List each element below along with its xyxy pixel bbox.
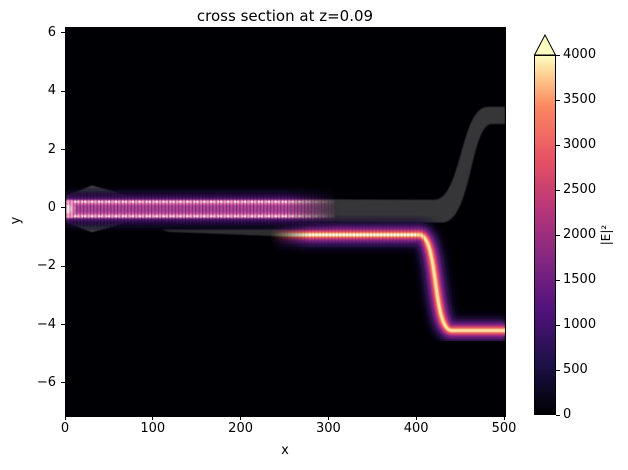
y-tick-mark xyxy=(61,90,65,92)
colorbar-tick-label: 0 xyxy=(563,407,572,422)
colorbar-tick-label: 2000 xyxy=(563,227,597,242)
lower-field-striations xyxy=(274,226,424,244)
x-tick-label: 0 xyxy=(60,421,70,436)
x-tick-mark xyxy=(64,416,66,420)
colorbar-tick-mark xyxy=(556,54,560,56)
x-tick-mark xyxy=(327,416,329,420)
x-tick-label: 200 xyxy=(228,421,253,436)
colorbar-tick-mark xyxy=(556,414,560,416)
colorbar-tick-mark xyxy=(556,189,560,191)
x-axis-label: x xyxy=(281,443,289,458)
lower-field-outer-glow xyxy=(271,219,505,346)
x-tick-mark xyxy=(503,416,505,420)
colorbar-label: |E|² xyxy=(599,224,613,246)
plot-area xyxy=(65,27,506,417)
x-tick-label: 300 xyxy=(315,421,341,436)
y-tick-mark xyxy=(61,382,65,384)
y-tick-label: −6 xyxy=(36,374,56,390)
colorbar-tick-label: 3000 xyxy=(563,137,597,152)
x-tick-label: 400 xyxy=(403,421,429,436)
y-tick-label: 6 xyxy=(47,24,56,40)
colorbar xyxy=(534,55,556,415)
y-tick-mark xyxy=(61,324,65,326)
colorbar-extend-arrow xyxy=(533,33,557,56)
colorbar-tick-mark xyxy=(556,369,560,371)
colorbar-tick-label: 4000 xyxy=(563,47,597,62)
y-tick-mark xyxy=(61,207,65,209)
plot-title: cross section at z=0.09 xyxy=(196,7,374,25)
upper-waveguide-field xyxy=(66,190,334,228)
x-tick-mark xyxy=(240,416,242,420)
upper-field-striations xyxy=(66,191,334,227)
y-tick-label: 2 xyxy=(47,141,56,157)
y-tick-label: −4 xyxy=(36,316,56,332)
y-tick-label: −2 xyxy=(36,258,56,274)
colorbar-tick-mark xyxy=(556,234,560,236)
x-tick-label: 100 xyxy=(140,421,166,436)
colorbar-tick-label: 1000 xyxy=(563,317,597,332)
colorbar-tick-mark xyxy=(556,144,560,146)
y-tick-label: 4 xyxy=(47,83,56,99)
y-tick-mark xyxy=(61,149,65,151)
colorbar-tick-label: 1500 xyxy=(563,272,597,287)
colorbar-tick-label: 500 xyxy=(563,362,588,377)
x-tick-label: 500 xyxy=(491,421,517,436)
colorbar-tick-mark xyxy=(556,279,560,281)
y-tick-label: 0 xyxy=(47,199,56,215)
x-tick-mark xyxy=(152,416,154,420)
heatmap-canvas xyxy=(66,106,505,346)
colorbar-tick-mark xyxy=(556,99,560,101)
colorbar-tick-label: 2500 xyxy=(563,182,597,197)
colorbar-tick-label: 3500 xyxy=(563,92,597,107)
x-tick-mark xyxy=(415,416,417,420)
y-tick-mark xyxy=(61,32,65,34)
y-tick-mark xyxy=(61,265,65,267)
y-axis-label: y xyxy=(8,216,24,225)
lower-waveguide-field xyxy=(271,219,505,346)
colorbar-tick-mark xyxy=(556,324,560,326)
